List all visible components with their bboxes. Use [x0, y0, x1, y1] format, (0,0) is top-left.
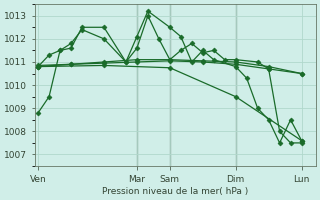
X-axis label: Pression niveau de la mer( hPa ): Pression niveau de la mer( hPa )	[102, 187, 248, 196]
